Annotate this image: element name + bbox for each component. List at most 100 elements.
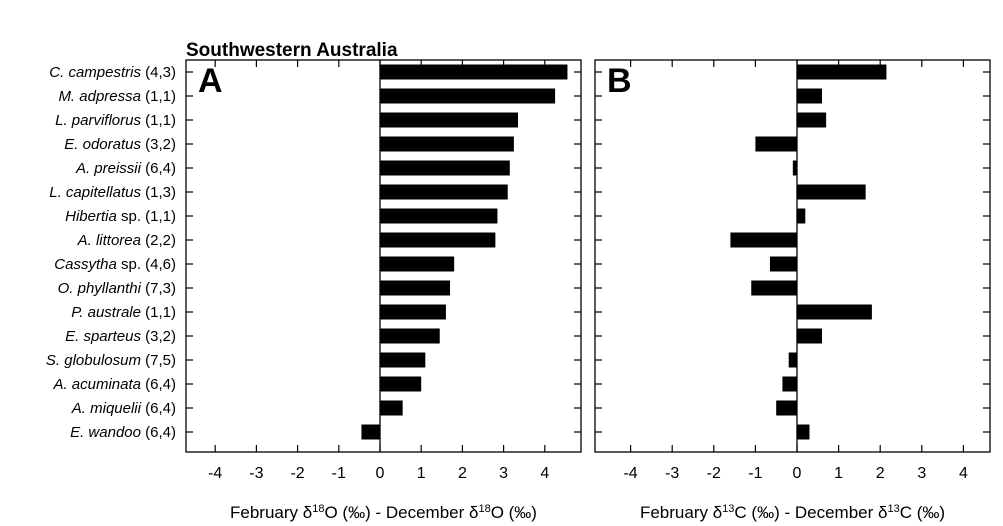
species-label: M. adpressa (1,1) bbox=[58, 88, 176, 105]
species-name: Cassytha bbox=[54, 256, 117, 273]
x-axis-label-part: C (‰) - December δ bbox=[734, 503, 887, 522]
x-tick-label: 3 bbox=[917, 465, 926, 482]
x-axis-label-part: O (‰) bbox=[491, 503, 537, 522]
bar bbox=[380, 304, 446, 320]
x-tick-label: -4 bbox=[208, 465, 222, 482]
species-name: A. acuminata bbox=[52, 376, 141, 393]
sample-count: (6,4) bbox=[141, 424, 176, 441]
bar bbox=[380, 400, 403, 416]
sample-count: (7,3) bbox=[141, 280, 176, 297]
bar bbox=[380, 352, 426, 368]
bar bbox=[361, 424, 380, 440]
x-tick-label: 0 bbox=[376, 465, 385, 482]
species-label: S. globulosum (7,5) bbox=[46, 352, 176, 369]
bar bbox=[380, 136, 514, 152]
panel-letter: B bbox=[607, 62, 632, 100]
bar bbox=[755, 136, 797, 152]
species-label: E. wandoo (6,4) bbox=[70, 424, 176, 441]
x-tick-label: 1 bbox=[417, 465, 426, 482]
sample-count: sp. (4,6) bbox=[117, 256, 176, 273]
species-name: L. parviflorus bbox=[55, 112, 141, 129]
species-name: A. miquelii bbox=[71, 400, 142, 417]
x-axis-label: February δ18O (‰) - December δ18O (‰) bbox=[230, 503, 537, 522]
panel-letter: A bbox=[198, 62, 223, 100]
bar bbox=[380, 184, 508, 200]
x-tick-label: 2 bbox=[458, 465, 467, 482]
species-label: A. littorea (2,2) bbox=[77, 232, 176, 249]
x-axis-label-sup: 13 bbox=[887, 503, 899, 515]
x-tick-label: -3 bbox=[665, 465, 679, 482]
species-name: E. wandoo bbox=[70, 424, 141, 441]
species-name: P. australe bbox=[71, 304, 141, 321]
species-label: L. capitellatus (1,3) bbox=[49, 184, 176, 201]
bar bbox=[730, 232, 797, 248]
sample-count: (6,4) bbox=[141, 376, 176, 393]
bar bbox=[380, 88, 556, 104]
species-name: E. sparteus bbox=[65, 328, 141, 345]
sample-count: (3,2) bbox=[141, 136, 176, 153]
x-axis-label-sup: 13 bbox=[722, 503, 734, 515]
sample-count: (7,5) bbox=[141, 352, 176, 369]
x-tick-label: -2 bbox=[290, 465, 304, 482]
sample-count: (1,1) bbox=[141, 112, 176, 129]
species-label: E. odoratus (3,2) bbox=[64, 136, 176, 153]
sample-count: (1,1) bbox=[141, 304, 176, 321]
x-tick-label: 0 bbox=[793, 465, 802, 482]
x-tick-label: 3 bbox=[499, 465, 508, 482]
x-axis-label-part: C (‰) bbox=[900, 503, 945, 522]
sample-count: (4,3) bbox=[141, 64, 176, 81]
x-tick-label: -2 bbox=[707, 465, 721, 482]
sample-count: (1,3) bbox=[141, 184, 176, 201]
x-axis-label-part: February δ bbox=[230, 503, 312, 522]
bar bbox=[380, 112, 519, 128]
bar bbox=[380, 160, 510, 176]
species-name: M. adpressa bbox=[58, 88, 141, 105]
bar bbox=[380, 208, 498, 224]
x-tick-label: -4 bbox=[623, 465, 637, 482]
bar bbox=[380, 376, 422, 392]
x-tick-label: -3 bbox=[249, 465, 263, 482]
species-label: E. sparteus (3,2) bbox=[65, 328, 176, 345]
species-name: A. littorea bbox=[77, 232, 141, 249]
bar bbox=[782, 376, 797, 392]
x-tick-label: -1 bbox=[748, 465, 762, 482]
bar bbox=[797, 208, 806, 224]
plot-frame bbox=[185, 59, 582, 453]
x-tick-label: 1 bbox=[834, 465, 843, 482]
species-label: P. australe (1,1) bbox=[71, 304, 176, 321]
bar bbox=[788, 352, 797, 368]
sample-count: sp. (1,1) bbox=[117, 208, 176, 225]
species-name: O. phyllanthi bbox=[58, 280, 142, 297]
bar bbox=[797, 304, 872, 320]
x-tick-label: 2 bbox=[876, 465, 885, 482]
bar bbox=[380, 232, 496, 248]
species-label: L. parviflorus (1,1) bbox=[55, 112, 176, 129]
x-axis-label: February δ13C (‰) - December δ13C (‰) bbox=[640, 503, 945, 522]
species-name: S. globulosum bbox=[46, 352, 141, 369]
bar bbox=[380, 64, 568, 80]
figure-title: Southwestern Australia bbox=[186, 40, 398, 61]
sample-count: (3,2) bbox=[141, 328, 176, 345]
bar bbox=[797, 424, 810, 440]
bar bbox=[797, 184, 866, 200]
sample-count: (6,4) bbox=[141, 160, 176, 177]
x-tick-label: 4 bbox=[959, 465, 968, 482]
x-tick-label: -1 bbox=[332, 465, 346, 482]
species-label: O. phyllanthi (7,3) bbox=[58, 280, 176, 297]
species-name: Hibertia bbox=[65, 208, 117, 225]
x-axis-label-part: February δ bbox=[640, 503, 722, 522]
bar bbox=[380, 256, 455, 272]
bar bbox=[797, 88, 822, 104]
x-tick-label: 4 bbox=[540, 465, 549, 482]
species-name: L. capitellatus bbox=[49, 184, 141, 201]
species-label: A. preissii (6,4) bbox=[75, 160, 176, 177]
bar bbox=[751, 280, 797, 296]
x-axis-label-sup: 18 bbox=[312, 503, 324, 515]
species-labels: C. campestris (4,3)M. adpressa (1,1)L. p… bbox=[46, 64, 176, 441]
sample-count: (2,2) bbox=[141, 232, 176, 249]
bar bbox=[380, 280, 451, 296]
bar bbox=[380, 328, 440, 344]
species-label: C. campestris (4,3) bbox=[49, 64, 176, 81]
